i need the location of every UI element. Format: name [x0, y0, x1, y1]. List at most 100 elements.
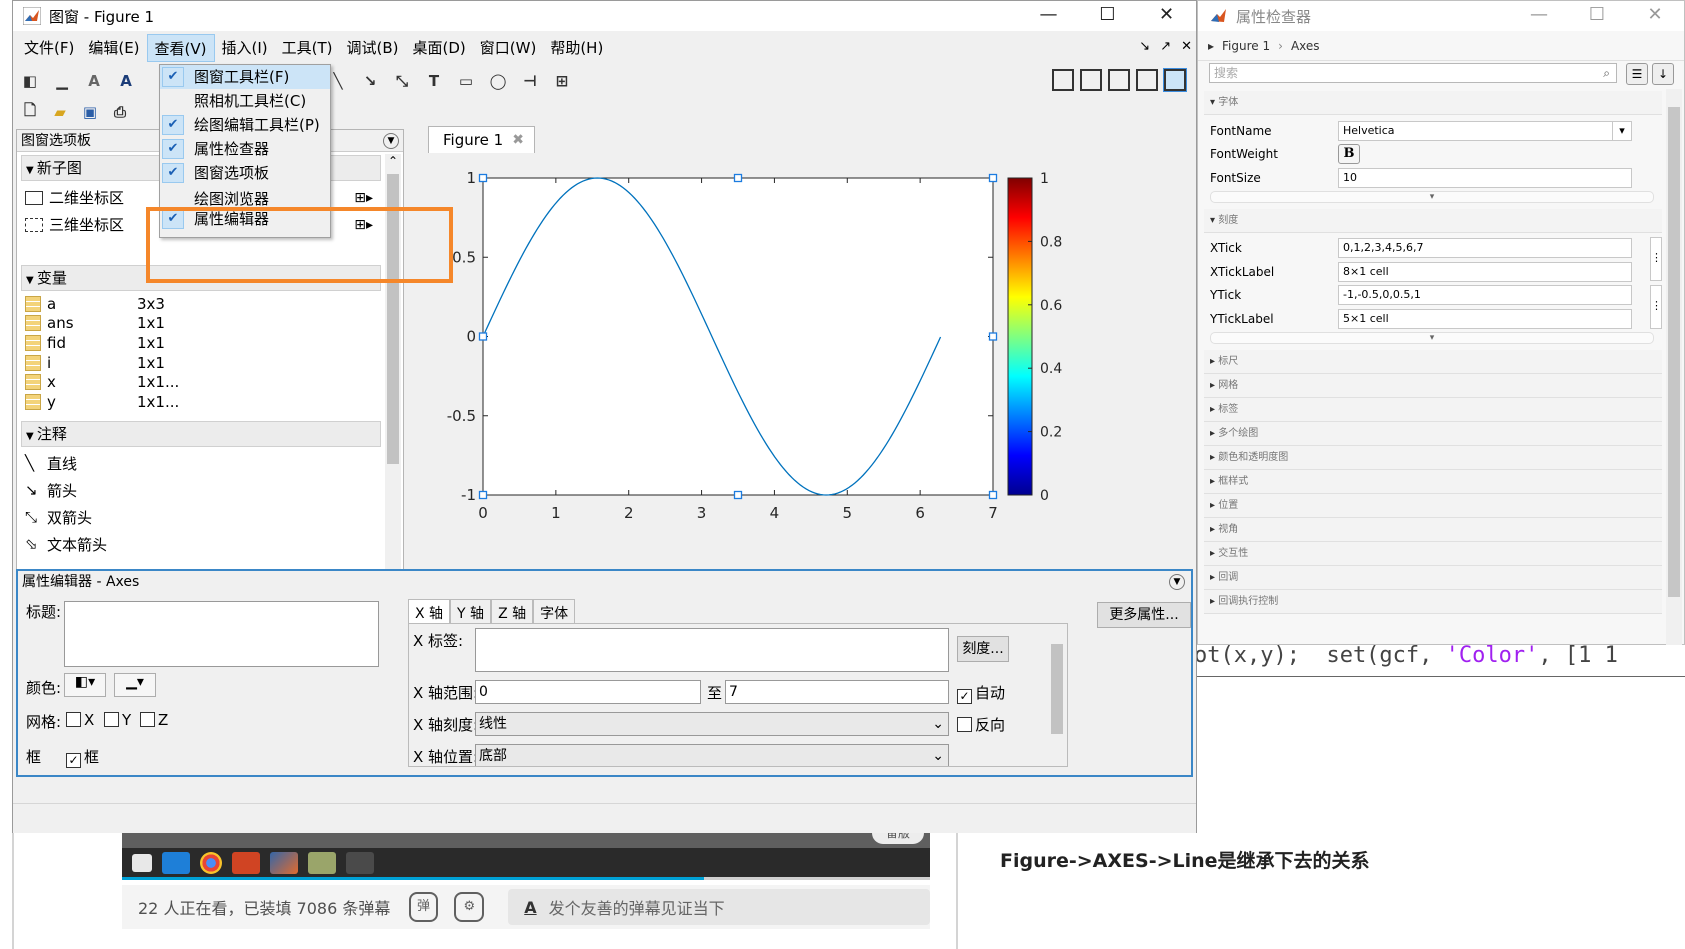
palette-scrollbar[interactable]: ⌃ ⌄ [385, 154, 401, 576]
inspector-section-collapsed[interactable]: 位置 [1204, 493, 1662, 518]
inspector-value-field[interactable]: 10 [1338, 167, 1632, 188]
box-check[interactable]: ✓ [66, 753, 81, 768]
danmaku-toggle-icon[interactable]: 弹 [408, 892, 439, 922]
inspector-section-header[interactable]: 字体 [1204, 91, 1662, 115]
tab-close-icon[interactable]: ✖ [512, 132, 524, 148]
x-location-select[interactable]: 底部 ⌄ [475, 744, 949, 766]
layout-columns-icon[interactable] [1080, 69, 1102, 91]
pe-scroll-thumb[interactable] [1051, 644, 1063, 734]
inspector-section-collapsed[interactable]: 标尺 [1204, 349, 1662, 374]
minimize-icon[interactable]: — [1530, 4, 1548, 25]
more-options-icon[interactable]: ⋮ [1650, 284, 1662, 329]
annotation-arrow[interactable]: ↘ 箭头 [17, 477, 403, 504]
selection-handle[interactable] [733, 173, 743, 183]
close-icon[interactable]: ✕ [1647, 4, 1663, 25]
tab-y-axis[interactable]: Y 轴 [450, 599, 492, 626]
layout-single-icon[interactable] [1163, 68, 1187, 92]
inspector-value-field[interactable]: -1,-0.5,0,0.5,1 [1338, 285, 1632, 306]
group-view-icon[interactable]: ☰ [1626, 63, 1648, 85]
fill-color-icon[interactable]: ◧ [22, 72, 38, 90]
inspector-value-field[interactable]: 5×1 cell [1338, 308, 1632, 329]
annotation-line[interactable]: ╲ 直线 [17, 450, 403, 477]
inspector-value-field[interactable]: 8×1 cell [1338, 261, 1632, 282]
sine-line[interactable] [482, 177, 942, 496]
property-editor-collapse-icon[interactable]: ▼ [1169, 574, 1185, 590]
close-figure-icon[interactable]: ✕ [1181, 39, 1192, 54]
open-file-icon[interactable]: ▰ [54, 103, 66, 121]
x-scale-select[interactable]: 线性 ⌄ [475, 712, 949, 736]
variable-row[interactable]: fid 1x1 [17, 333, 403, 353]
danmaku-input[interactable]: A 发个友善的弹幕见证当下 [508, 889, 930, 925]
menu-item-3[interactable]: 插入(I) [221, 39, 268, 57]
inspector-scrollbar[interactable] [1666, 89, 1682, 645]
print-icon[interactable]: ⎙ [113, 103, 126, 121]
variable-row[interactable]: x 1x1... [17, 372, 403, 392]
inspector-section-collapsed[interactable]: 交互性 [1204, 541, 1662, 566]
inspector-section-collapsed[interactable]: 颜色和透明度图 [1204, 445, 1662, 470]
edge-color-icon[interactable]: ▁ [56, 72, 68, 90]
grid-x-box[interactable] [66, 712, 81, 727]
selection-handle[interactable] [988, 490, 998, 500]
layout-rows-icon[interactable] [1108, 69, 1130, 91]
breadcrumb-figure[interactable]: Figure 1 [1222, 38, 1271, 53]
palette-collapse-icon[interactable]: ▼ [383, 133, 399, 149]
grid-z-checkbox[interactable]: Z [140, 711, 168, 729]
text-style-icon[interactable]: A [524, 897, 537, 917]
reverse-checkbox[interactable]: 反向 [957, 714, 1005, 735]
tab-z-axis[interactable]: Z 轴 [491, 599, 534, 626]
menu-item-0[interactable]: 文件(F) [24, 39, 75, 57]
selection-handle[interactable] [478, 490, 488, 500]
menu-item-4[interactable]: 工具(T) [281, 39, 333, 57]
x-min-input[interactable]: 0 [475, 680, 701, 704]
grid-y-box[interactable] [104, 712, 119, 727]
inspector-section-collapsed[interactable]: 框样式 [1204, 469, 1662, 494]
text-color-icon[interactable]: A [88, 72, 100, 90]
view-menu-item-0[interactable]: ✔ 图窗工具栏(F) [160, 65, 330, 89]
section-variables[interactable]: 变量 [21, 265, 381, 291]
colorbar[interactable] [1007, 177, 1033, 496]
selection-handle[interactable] [988, 332, 998, 341]
inspector-section-collapsed[interactable]: 回调 [1204, 565, 1662, 590]
more-properties-button[interactable]: 更多属性... [1097, 602, 1191, 628]
palette-scroll-thumb[interactable] [387, 174, 399, 464]
menu-item-7[interactable]: 窗口(W) [479, 39, 537, 57]
inspector-section-header[interactable]: 刻度 [1204, 208, 1662, 233]
rectangle-tool-icon[interactable]: ▭ [458, 72, 474, 90]
ellipse-tool-icon[interactable]: ◯ [489, 72, 507, 90]
selection-handle[interactable] [478, 173, 488, 183]
auto-checkbox[interactable]: ✓ 自动 [957, 682, 1005, 704]
ticks-button[interactable]: 刻度... [957, 636, 1009, 662]
axes-box[interactable] [482, 177, 994, 496]
video-progress-bar[interactable] [122, 877, 930, 880]
box-checkbox[interactable]: ✓ 框 [66, 746, 99, 768]
double-arrow-tool-icon[interactable]: ⤡ [395, 72, 408, 90]
inspector-section-collapsed[interactable]: 网格 [1204, 373, 1662, 398]
inspector-scroll-thumb[interactable] [1668, 107, 1680, 597]
scroll-up-icon[interactable]: ⌃ [387, 154, 399, 168]
inspector-section-collapsed[interactable]: 回调执行控制 [1204, 589, 1662, 614]
variable-row[interactable]: y 1x1... [17, 392, 403, 412]
danmaku-settings-icon[interactable]: ⚙ [454, 892, 485, 922]
show-more-chevron-icon[interactable]: ▾ [1210, 331, 1654, 344]
grid-z-box[interactable] [140, 712, 155, 727]
layout-float-icon[interactable] [1136, 69, 1158, 91]
maximize-icon[interactable]: ☐ [1099, 4, 1116, 25]
line-tool-icon[interactable]: ╲ [333, 72, 343, 90]
minimize-icon[interactable]: — [1039, 4, 1058, 25]
tab-x-axis[interactable]: X 轴 [408, 599, 451, 626]
variable-row[interactable]: a 3x3 [17, 294, 403, 314]
face-color-button[interactable]: ◧▾ [64, 673, 106, 697]
show-more-chevron-icon[interactable]: ▾ [1210, 190, 1654, 203]
tab-font[interactable]: 字体 [533, 599, 576, 626]
menu-item-6[interactable]: 桌面(D) [412, 39, 466, 57]
figure-titlebar[interactable]: 图窗 - Figure 1 — ☐ ✕ [13, 1, 1196, 31]
grid-x-checkbox[interactable]: X [66, 711, 94, 729]
view-menu-item-2[interactable]: ✔ 绘图编辑工具栏(P) [160, 113, 330, 137]
new-figure-icon[interactable]: 🗋 [23, 100, 37, 119]
layout-grid-icon[interactable] [1052, 69, 1074, 91]
subplot-3d-axes[interactable]: 三维坐标区 ⊞▸ [17, 211, 403, 238]
menu-item-8[interactable]: 帮助(H) [550, 39, 604, 57]
x-max-input[interactable]: 7 [725, 680, 949, 704]
inspector-search-input[interactable]: 搜索 ⌕ [1209, 63, 1617, 83]
edge-color-button[interactable]: ▁▾ [114, 673, 156, 697]
